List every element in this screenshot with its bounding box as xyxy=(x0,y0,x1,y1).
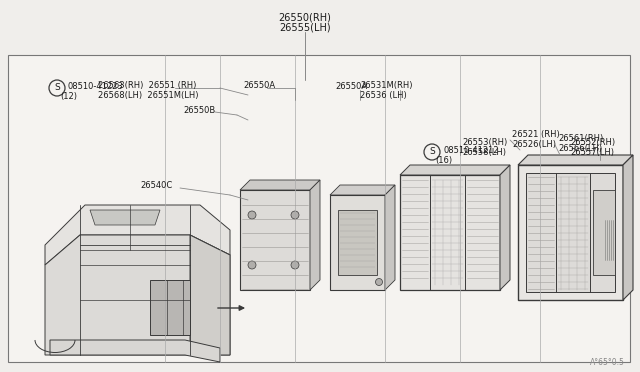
Text: 26531M(RH): 26531M(RH) xyxy=(360,81,413,90)
Text: 26552(RH): 26552(RH) xyxy=(570,138,615,147)
Polygon shape xyxy=(45,235,230,355)
Bar xyxy=(518,165,623,300)
Polygon shape xyxy=(518,155,633,165)
Bar xyxy=(8,55,630,362)
Polygon shape xyxy=(90,210,160,225)
Polygon shape xyxy=(500,165,510,290)
Text: A°65°0.5: A°65°0.5 xyxy=(590,358,625,367)
Text: (12): (12) xyxy=(60,92,77,101)
Text: 26550B: 26550B xyxy=(183,106,215,115)
Text: 26557(LH): 26557(LH) xyxy=(570,148,614,157)
Text: 26563(RH)  26551 (RH): 26563(RH) 26551 (RH) xyxy=(98,81,196,90)
Polygon shape xyxy=(330,185,395,195)
Polygon shape xyxy=(240,180,320,190)
Text: 26568(LH)  26551M(LH): 26568(LH) 26551M(LH) xyxy=(98,91,198,100)
Text: 26550(RH): 26550(RH) xyxy=(278,12,332,22)
Text: 26561(RH): 26561(RH) xyxy=(558,134,604,143)
Polygon shape xyxy=(385,185,395,290)
Text: 26550A: 26550A xyxy=(335,82,367,91)
Circle shape xyxy=(248,261,256,269)
Polygon shape xyxy=(310,180,320,290)
Text: 26555(LH): 26555(LH) xyxy=(279,22,331,32)
Bar xyxy=(330,195,385,290)
Circle shape xyxy=(291,261,299,269)
Bar xyxy=(150,280,190,335)
Text: 08510-41212: 08510-41212 xyxy=(443,146,499,155)
Bar xyxy=(400,175,500,290)
Text: S: S xyxy=(429,148,435,157)
Text: 26521 (RH): 26521 (RH) xyxy=(512,130,560,139)
Text: 26536 (LH): 26536 (LH) xyxy=(360,91,407,100)
Bar xyxy=(593,190,615,275)
Polygon shape xyxy=(190,235,230,355)
Text: 26540C: 26540C xyxy=(140,181,172,190)
Circle shape xyxy=(248,211,256,219)
Bar xyxy=(240,190,310,290)
Bar xyxy=(338,210,377,275)
Text: (16): (16) xyxy=(435,156,452,165)
Circle shape xyxy=(376,279,383,285)
Polygon shape xyxy=(45,205,230,265)
Text: 26526(LH): 26526(LH) xyxy=(512,140,556,149)
Bar xyxy=(526,173,615,292)
Text: S: S xyxy=(54,83,60,93)
Text: 08510-41223: 08510-41223 xyxy=(68,82,124,91)
Circle shape xyxy=(291,211,299,219)
Text: 26566(LH): 26566(LH) xyxy=(558,144,602,153)
Text: 26553(RH): 26553(RH) xyxy=(462,138,508,147)
Text: 26558(LH): 26558(LH) xyxy=(462,148,506,157)
Polygon shape xyxy=(400,165,510,175)
Polygon shape xyxy=(623,155,633,300)
Polygon shape xyxy=(50,340,220,362)
Text: 26550A: 26550A xyxy=(243,81,275,90)
